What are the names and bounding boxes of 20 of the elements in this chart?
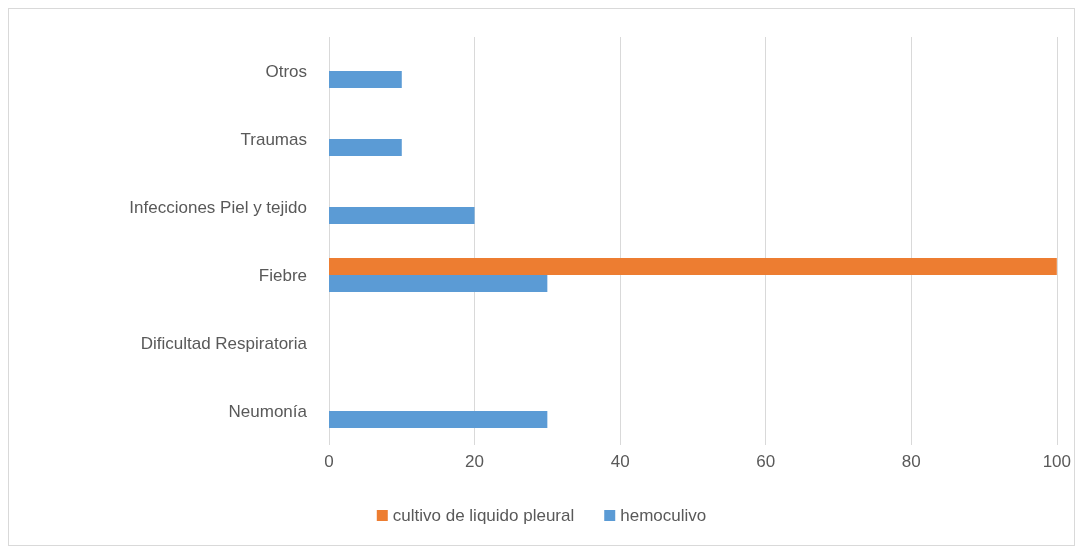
x-tick-label: 60 [756, 452, 776, 471]
x-tick-label: 0 [324, 452, 334, 471]
y-tick-label: Dificultad Respiratoria [140, 333, 308, 353]
x-tick-label: 20 [465, 452, 485, 471]
y-tick-label: Fiebre [258, 265, 307, 285]
bar [329, 71, 402, 88]
x-tick-label: 80 [901, 452, 921, 471]
y-tick-label: Infecciones Piel y tejido [129, 197, 307, 217]
bar [329, 258, 1057, 275]
legend-label: hemoculivo [620, 506, 707, 525]
x-tick-label: 40 [610, 452, 630, 471]
bar [329, 139, 402, 156]
bar [329, 275, 548, 292]
bar [329, 411, 548, 428]
bar [329, 207, 475, 224]
x-tick-label: 100 [1042, 452, 1072, 471]
y-tick-label: Traumas [240, 129, 307, 149]
y-tick-label: Otros [265, 61, 307, 81]
legend-label: cultivo de liquido pleural [392, 506, 575, 525]
y-tick-label: Neumonía [228, 401, 308, 421]
